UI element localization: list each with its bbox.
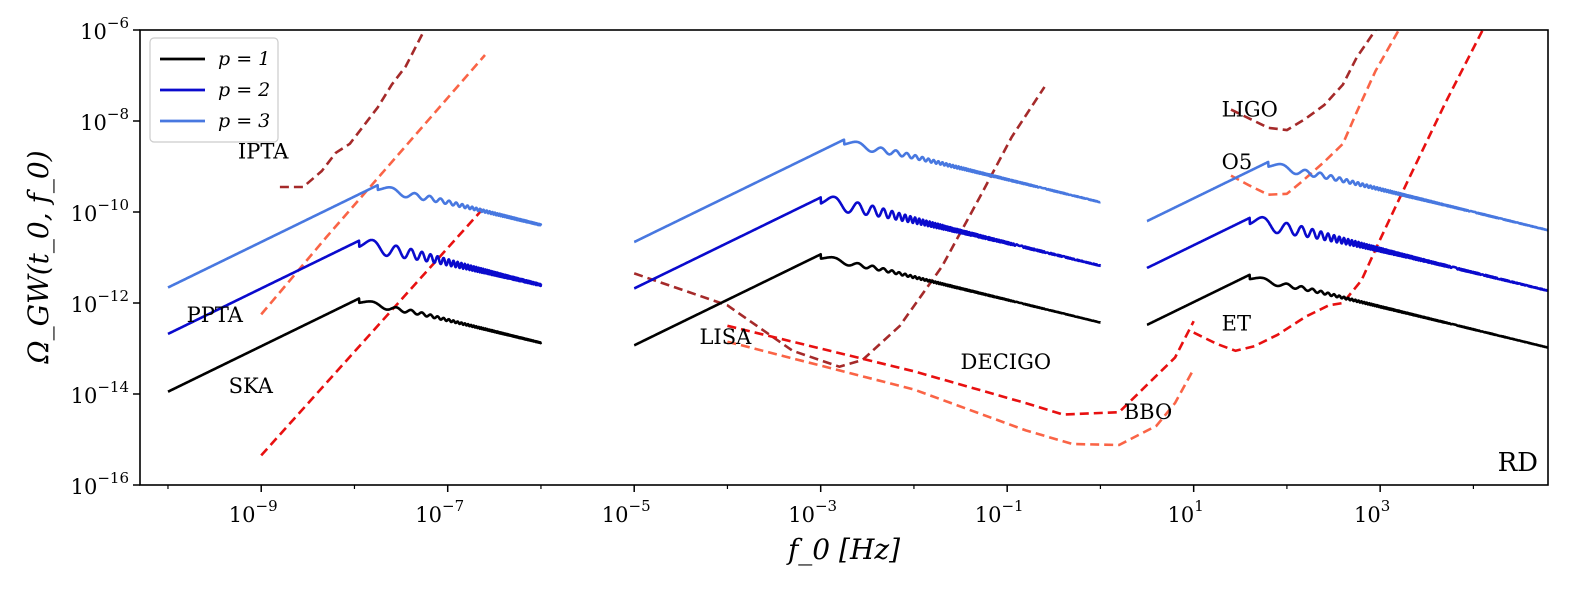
detector-label-et: ET (1222, 311, 1251, 335)
legend-label: p = 2 (218, 79, 270, 101)
signal-curve-p2-window-1 (166, 238, 543, 336)
legend-label: p = 3 (218, 110, 270, 132)
y-tick-label: 10−8 (80, 105, 129, 135)
y-tick-label: 10−14 (71, 378, 129, 408)
detector-label-ligo: LIGO (1222, 97, 1278, 121)
signal-curve-p2-window-3 (1146, 215, 1548, 292)
detector-label-lisa: LISA (699, 325, 752, 349)
detector-label-o5: O5 (1222, 150, 1253, 174)
detector-curve-bbo (727, 340, 1195, 447)
y-tick-label: 10−16 (71, 469, 129, 499)
y-tick-label: 10−10 (71, 196, 129, 226)
detector-labels: IPTA PPTA SKA LISA DECIGO BBO LIGO O5 ET (187, 97, 1278, 424)
x-tick-label: 101 (1168, 497, 1204, 527)
corner-label-rd: RD (1498, 448, 1538, 478)
x-tick-label: 103 (1354, 497, 1390, 527)
legend: p = 1 p = 2 p = 3 (149, 37, 279, 143)
x-tick-label: 10−7 (415, 497, 464, 527)
signal-curve-p1-window-1 (166, 297, 543, 393)
detector-label-bbo: BBO (1124, 400, 1172, 424)
signal-curve-p2-window-2 (633, 195, 1102, 290)
plot-frame (139, 29, 1549, 486)
y-tick-label: 10−6 (80, 14, 129, 44)
y-tick-label: 10−12 (71, 287, 129, 317)
detector-label-ppta: PPTA (187, 303, 244, 327)
detector-curve-o5 (1230, 30, 1400, 196)
x-tick-label: 10−1 (975, 497, 1024, 527)
axis-ticks: 10−9 10−7 10−5 10−3 10−1 101 103 10−6 10−8 10−10 1… (71, 14, 1475, 527)
detector-label-ipta: IPTA (238, 139, 289, 163)
signal-curve-p1-window-3 (1146, 273, 1548, 349)
detector-label-decigo: DECIGO (961, 350, 1052, 374)
legend-box (149, 37, 279, 143)
detector-curve-ppta (260, 54, 486, 316)
signal-curve-p3-window-1 (166, 183, 543, 289)
y-axis-title: Ω_GW(t_0, f_0) (22, 150, 55, 364)
x-tick-label: 10−3 (788, 497, 837, 527)
detector-curve-et (1193, 30, 1484, 353)
x-axis-title: f_0 [Hz] (786, 533, 900, 566)
legend-label: p = 1 (218, 48, 270, 70)
x-tick-label: 10−5 (602, 497, 651, 527)
detector-curve-ipta (279, 30, 426, 189)
signal-curve-p1-window-2 (633, 253, 1102, 347)
signal-curve-p3-window-3 (1146, 160, 1548, 232)
plot-area (166, 30, 1548, 457)
detector-curve-decigo (727, 320, 1195, 416)
x-tick-label: 10−9 (229, 497, 278, 527)
detector-label-ska: SKA (229, 374, 274, 398)
signal-curve-p3-window-2 (633, 138, 1102, 244)
